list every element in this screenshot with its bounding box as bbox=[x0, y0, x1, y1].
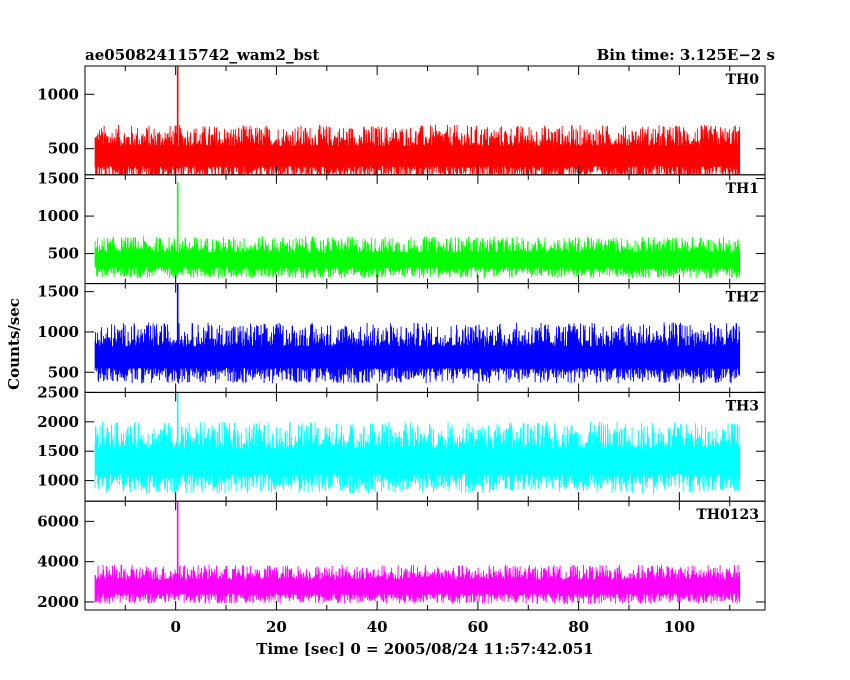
panel-th2: 500 1000 1500 TH2 bbox=[37, 283, 766, 393]
panel-label: TH0123 bbox=[696, 507, 759, 523]
panel-frame bbox=[84, 500, 766, 611]
y-tick-label: 2000 bbox=[37, 413, 79, 431]
series-trace-th2 bbox=[94, 322, 741, 384]
panel-th3: 1000 1500 2000 2500 TH3 bbox=[37, 383, 766, 502]
y-tick-label: 1500 bbox=[37, 283, 79, 301]
y-axis-title: Counts/sec bbox=[5, 298, 23, 390]
x-axis-title: Time [sec] 0 = 2005/08/24 11:57:42.051 bbox=[256, 640, 593, 658]
panel-data bbox=[94, 392, 741, 494]
panel-data bbox=[94, 283, 741, 384]
x-tick-label: 100 bbox=[664, 618, 695, 636]
series-trace-th3 bbox=[94, 421, 741, 494]
panel-data bbox=[94, 182, 741, 279]
x-tick-label: 20 bbox=[266, 618, 287, 636]
y-tick-label: 500 bbox=[48, 363, 79, 381]
panel-th0: 500 1000 TH0 bbox=[37, 65, 766, 176]
y-tick-label: 1000 bbox=[37, 207, 79, 225]
y-tick-label: 6000 bbox=[37, 512, 79, 530]
x-tick-label: 80 bbox=[568, 618, 589, 636]
y-tick-label: 500 bbox=[48, 140, 79, 158]
panel-data bbox=[94, 66, 741, 175]
x-tick-label: 40 bbox=[367, 618, 388, 636]
panel-label: TH3 bbox=[726, 398, 759, 414]
panel-th1: 500 1000 1500 TH1 bbox=[37, 170, 766, 285]
y-tick-label: 2500 bbox=[37, 383, 79, 401]
x-tick-label: 60 bbox=[467, 618, 488, 636]
panel-th0123: 2000 4000 6000 TH0123 bbox=[37, 500, 766, 611]
y-tick-label: 1000 bbox=[37, 472, 79, 490]
panel-data bbox=[94, 501, 741, 604]
x-tick-label: 0 bbox=[170, 618, 180, 636]
chart-title: ae050824115742_wam2_bst bbox=[85, 46, 319, 64]
bin-time-label: Bin time: 3.125E−2 s bbox=[597, 46, 775, 64]
y-tick-label: 1500 bbox=[37, 170, 79, 188]
y-tick-label: 500 bbox=[48, 245, 79, 263]
panel-label: TH2 bbox=[726, 290, 759, 306]
y-tick-label: 1000 bbox=[37, 323, 79, 341]
y-tick-label: 2000 bbox=[37, 593, 79, 611]
panel-label: TH1 bbox=[726, 181, 759, 197]
series-trace-th1 bbox=[94, 236, 741, 279]
series-trace-th0 bbox=[94, 124, 741, 175]
y-tick-label: 1500 bbox=[37, 442, 79, 460]
panel-label: TH0 bbox=[726, 72, 760, 88]
y-tick-label: 4000 bbox=[37, 553, 79, 571]
y-tick-label: 1000 bbox=[37, 85, 79, 103]
series-trace-th0123 bbox=[94, 564, 741, 604]
